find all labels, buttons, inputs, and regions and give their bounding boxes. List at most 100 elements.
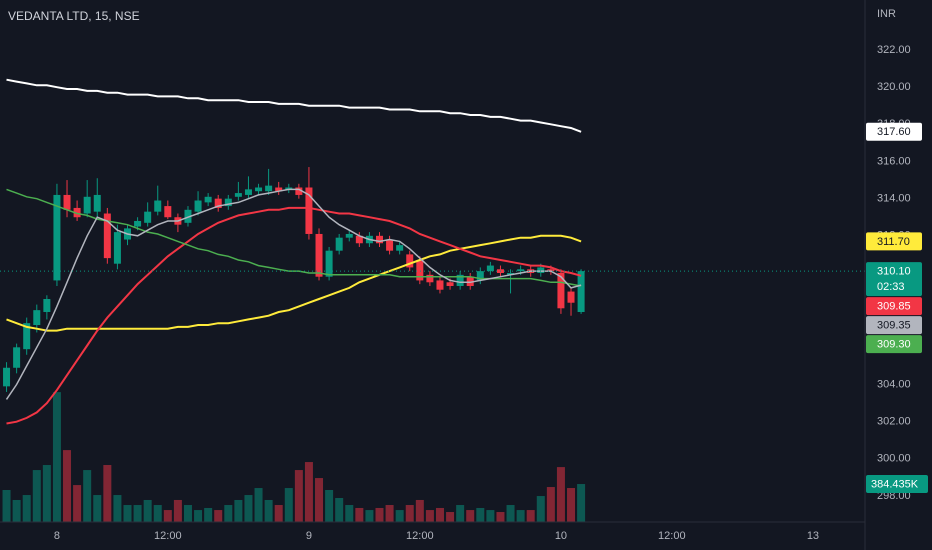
candle-body xyxy=(517,269,525,272)
volume-bar xyxy=(63,450,72,522)
volume-bar xyxy=(567,488,576,522)
candle-body xyxy=(537,267,545,273)
y-tick-label: 304.00 xyxy=(877,378,911,390)
volume-bar xyxy=(254,488,263,522)
volume-bar xyxy=(103,465,112,522)
volume-bar xyxy=(284,488,293,522)
candle-body xyxy=(577,271,585,313)
volume-bar xyxy=(2,490,11,522)
candle-body xyxy=(345,233,353,238)
volume-label-box xyxy=(866,475,928,494)
x-tick-label: 12:00 xyxy=(154,530,182,542)
candle-body xyxy=(3,367,11,387)
candle-body xyxy=(103,213,111,259)
price-label-box xyxy=(866,297,922,316)
candle-body xyxy=(466,276,474,286)
candle-body xyxy=(567,291,575,303)
volume-bar xyxy=(456,505,465,522)
chart-title: VEDANTA LTD, 15, NSE xyxy=(8,9,140,23)
volume-bar xyxy=(466,510,475,522)
x-tick-label: 10 xyxy=(555,530,567,542)
volume-bar xyxy=(123,505,132,522)
x-tick-label: 12:00 xyxy=(406,530,434,542)
y-tick-label: 322.00 xyxy=(877,44,911,56)
volume-bar xyxy=(365,510,374,522)
candle-body xyxy=(234,193,242,197)
candle-body xyxy=(426,274,434,283)
volume-bar xyxy=(22,495,31,522)
price-label-box xyxy=(866,262,922,297)
y-tick-label: 320.00 xyxy=(877,81,911,93)
candle-body xyxy=(396,245,404,251)
candle-body xyxy=(23,323,31,350)
candle-body xyxy=(13,347,21,368)
price-label-box xyxy=(866,316,922,335)
volume-bar xyxy=(355,507,364,522)
price-label-box xyxy=(866,232,922,251)
volume-bar xyxy=(435,507,444,522)
volume-bar xyxy=(93,495,102,522)
currency-label: INR xyxy=(877,8,896,20)
volume-bar xyxy=(325,490,334,522)
candle-body xyxy=(416,259,424,281)
candle-body xyxy=(73,207,81,218)
candle-body xyxy=(476,271,484,281)
volume-bar xyxy=(244,495,253,522)
volume-bar xyxy=(425,510,434,522)
candle-body xyxy=(83,196,91,214)
x-tick-label: 13 xyxy=(807,530,819,542)
candle-body xyxy=(255,187,263,192)
candle-body xyxy=(376,235,383,244)
candle-body xyxy=(144,211,152,223)
price-label-box xyxy=(866,335,922,354)
volume-bar xyxy=(415,499,424,522)
volume-bar xyxy=(73,485,82,522)
volume-bar xyxy=(32,470,41,522)
volume-bar xyxy=(375,507,384,522)
moving-average-line xyxy=(6,188,582,287)
volume-bar xyxy=(486,510,495,522)
candle-body xyxy=(63,194,71,210)
x-tick-label: 9 xyxy=(306,530,312,542)
volume-bar xyxy=(526,510,535,522)
candle-body xyxy=(204,196,212,203)
price-label: 317.60 xyxy=(877,126,911,138)
volume-bar xyxy=(536,496,545,522)
candle-body xyxy=(43,299,51,313)
volume-bar xyxy=(335,498,344,522)
volume-bar xyxy=(345,505,354,522)
y-tick-label: 316.00 xyxy=(877,155,911,167)
candle-body xyxy=(305,187,313,234)
volume-bar xyxy=(52,392,61,522)
volume-bar xyxy=(405,505,414,522)
x-tick-label: 12:00 xyxy=(658,530,686,542)
candle-body xyxy=(386,239,394,251)
volume-bar xyxy=(385,505,394,522)
candle-body xyxy=(164,206,172,218)
candle-body xyxy=(507,272,515,275)
candle-body xyxy=(113,232,121,264)
candle-body xyxy=(325,250,333,277)
volume-bar xyxy=(496,512,505,522)
candle-body xyxy=(214,198,222,208)
volume-bar xyxy=(304,462,313,522)
candle-body xyxy=(244,189,252,195)
countdown-label: 02:33 xyxy=(877,281,905,293)
price-label: 311.70 xyxy=(877,236,910,248)
candle-body xyxy=(134,220,142,227)
candle-body xyxy=(184,209,192,223)
volume-bar xyxy=(294,470,303,522)
candle-body xyxy=(547,269,555,272)
candle-body xyxy=(456,274,464,286)
price-label: 309.30 xyxy=(877,339,911,351)
volume-bar xyxy=(83,470,92,522)
volume-bar xyxy=(204,507,213,522)
price-label-box xyxy=(866,122,922,141)
volume-bar xyxy=(395,510,404,522)
candle-body xyxy=(315,233,323,277)
candle-body xyxy=(154,200,162,212)
candle-body xyxy=(265,185,273,192)
candle-body xyxy=(194,200,202,212)
